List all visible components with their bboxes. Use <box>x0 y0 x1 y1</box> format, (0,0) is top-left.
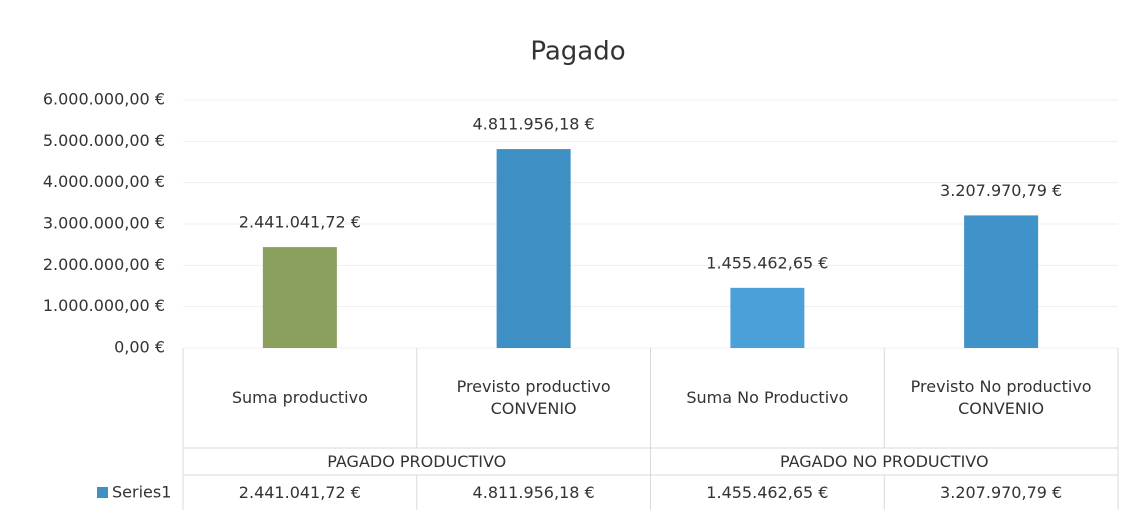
table-value: 2.441.041,72 € <box>238 482 361 502</box>
bar <box>262 247 337 348</box>
data-label: 4.811.956,18 € <box>473 115 595 134</box>
y-tick-label: 5.000.000,00 € <box>43 131 165 150</box>
legend-label: Series1 <box>112 483 171 502</box>
x-tick-label: Previsto productivo CONVENIO <box>456 377 611 418</box>
data-label: 3.207.970,79 € <box>940 181 1062 200</box>
y-tick-label: 4.000.000,00 € <box>43 172 165 191</box>
y-tick-label: 6.000.000,00 € <box>43 90 165 109</box>
data-label: 2.441.041,72 € <box>239 213 361 232</box>
y-tick-label: 1.000.000,00 € <box>43 296 165 315</box>
bar <box>730 287 805 348</box>
bar <box>964 215 1039 348</box>
x-tick-label: Previsto No productivo CONVENIO <box>910 377 1092 418</box>
x-tick-label: Suma No Productivo <box>686 388 849 407</box>
table-value: 4.811.956,18 € <box>472 482 595 502</box>
group-label: PAGADO PRODUCTIVO <box>327 451 507 471</box>
y-tick-label: 2.000.000,00 € <box>43 255 165 274</box>
chart-title: Pagado <box>530 37 625 67</box>
legend-swatch <box>97 487 108 498</box>
table-value: 1.455.462,65 € <box>706 482 829 502</box>
group-label: PAGADO NO PRODUCTIVO <box>779 451 989 471</box>
x-tick-label: Suma productivo <box>231 388 368 407</box>
bar <box>496 149 571 348</box>
table-value: 3.207.970,79 € <box>940 482 1063 502</box>
y-tick-label: 0,00 € <box>114 338 165 357</box>
data-label: 1.455.462,65 € <box>706 253 828 272</box>
y-tick-label: 3.000.000,00 € <box>43 214 165 233</box>
